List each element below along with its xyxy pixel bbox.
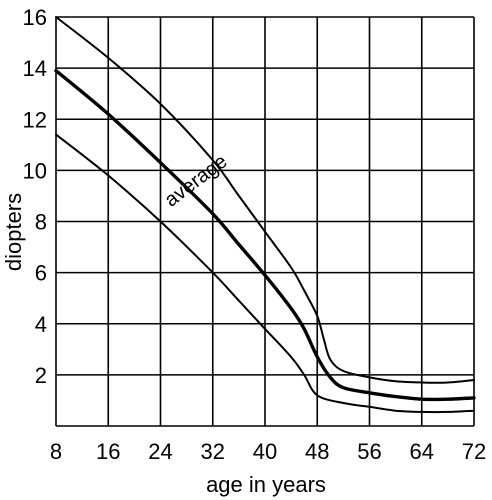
y-tick-label-14: 14 [23,56,47,81]
x-tick-label-56: 56 [357,439,381,464]
x-axis-label: age in years [206,472,326,497]
y-tick-label-16: 16 [23,5,47,30]
y-tick-label-8: 8 [35,210,47,235]
y-tick-label-10: 10 [23,158,47,183]
y-tick-label-6: 6 [35,261,47,286]
x-tick-label-8: 8 [50,439,62,464]
y-tick-labels: 2 4 6 8 10 12 14 16 [23,5,47,388]
x-tick-label-64: 64 [410,439,434,464]
x-tick-label-72: 72 [462,439,486,464]
annotations: average [161,150,232,211]
y-tick-label-4: 4 [35,312,47,337]
y-axis-label: diopters [1,193,26,271]
series-line-lower [55,133,475,414]
x-tick-label-32: 32 [201,439,225,464]
x-tick-label-48: 48 [305,439,329,464]
grid [55,16,475,427]
annotation-average: average [161,150,232,211]
series-line-average [54,69,476,402]
series-lines [54,16,476,414]
x-tick-label-40: 40 [253,439,277,464]
x-tick-labels: 8 16 24 32 40 48 56 64 72 [50,439,486,464]
x-tick-label-16: 16 [96,439,120,464]
series-line-upper [55,16,475,384]
x-tick-label-24: 24 [148,439,172,464]
y-tick-label-12: 12 [23,107,47,132]
y-tick-label-2: 2 [35,363,47,388]
